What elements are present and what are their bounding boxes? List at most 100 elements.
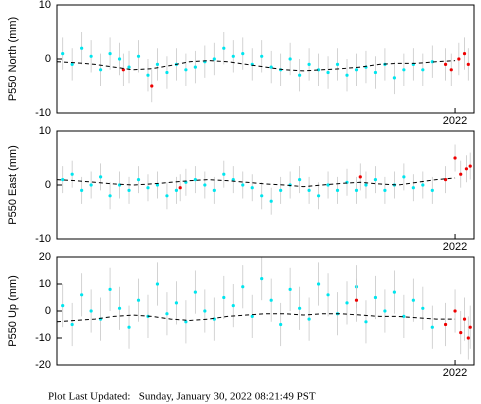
y-tick-label: 10 [39,125,51,137]
data-point [462,52,467,56]
data-point [193,178,197,182]
data-point [80,293,84,297]
data-point [298,306,302,310]
data-point [193,290,197,294]
data-point [184,320,188,324]
data-point [260,54,264,58]
data-point [231,178,235,182]
data-point [288,287,292,291]
x-tick-label: 2022 [443,115,467,127]
y-tick-label: 0 [45,179,51,191]
data-point [212,57,216,61]
data-point [288,57,292,61]
data-point [459,331,463,335]
data-point [155,282,160,286]
data-point [402,175,406,179]
data-point [127,325,131,329]
data-point [98,175,103,179]
data-point [222,295,226,300]
data-point [222,46,226,50]
data-point [383,188,387,192]
data-point [307,62,311,66]
data-point [453,156,457,160]
data-point [464,167,469,171]
data-point [146,186,150,190]
data-point [61,178,65,182]
data-point [260,194,264,198]
data-point [468,164,472,168]
data-point [373,295,378,300]
data-point [203,183,207,187]
y-tick-label: 10 [39,278,51,290]
data-point [146,73,150,77]
data-point [421,183,425,187]
data-point [260,277,264,281]
data-point [354,68,359,72]
data-point [89,183,93,187]
data-point [136,298,141,302]
data-point [108,287,112,291]
data-point [279,188,283,192]
data-point [136,54,141,58]
data-point [136,178,141,182]
data-point [462,317,467,321]
data-point [89,309,93,313]
data-point [70,172,74,176]
data-point [98,68,103,72]
data-point [316,282,321,286]
data-point [70,62,74,66]
data-point [392,290,396,294]
y-tick-label: -10 [35,332,51,344]
data-point [117,57,122,61]
data-point [466,62,470,66]
data-point [411,298,415,302]
data-point [108,52,112,56]
data-point [316,68,321,72]
data-point [453,309,457,313]
data-point [155,62,160,66]
data-point [174,301,179,305]
plot-frame [56,4,475,114]
x-tick-label: 2022 [443,241,467,253]
data-point [335,62,340,66]
data-point [345,301,349,305]
data-point [307,317,311,321]
data-point [459,172,463,176]
data-point [203,309,207,313]
data-point [117,306,122,310]
data-point [174,188,179,192]
data-point [61,52,65,56]
model-line [56,177,456,188]
footer: Plot Last Updated: Sunday, January 30, 2… [48,391,316,403]
data-point [108,194,112,198]
data-point [373,70,378,75]
data-point [364,320,368,324]
data-point [402,68,406,72]
y-tick-label: 0 [45,53,51,65]
data-point [326,183,330,187]
data-point [307,188,311,192]
data-point [89,54,93,58]
data-point [241,183,245,187]
data-point [121,68,125,72]
data-point [298,73,302,77]
data-point [165,70,169,75]
data-point [80,188,84,192]
y-tick-label: -20 [35,359,51,371]
data-point [430,325,434,329]
model-line [56,60,456,72]
data-point [178,186,182,190]
data-point [241,285,245,289]
plot-frame [56,256,475,366]
data-point [443,322,448,327]
data-point [443,62,448,66]
data-point [127,188,131,192]
data-point [457,57,461,61]
data-point [466,336,470,340]
data-point [383,309,387,313]
y-tick-label: -10 [35,233,51,245]
x-tick-label: 2022 [443,367,467,379]
data-point [269,199,273,203]
data-point [411,186,415,190]
